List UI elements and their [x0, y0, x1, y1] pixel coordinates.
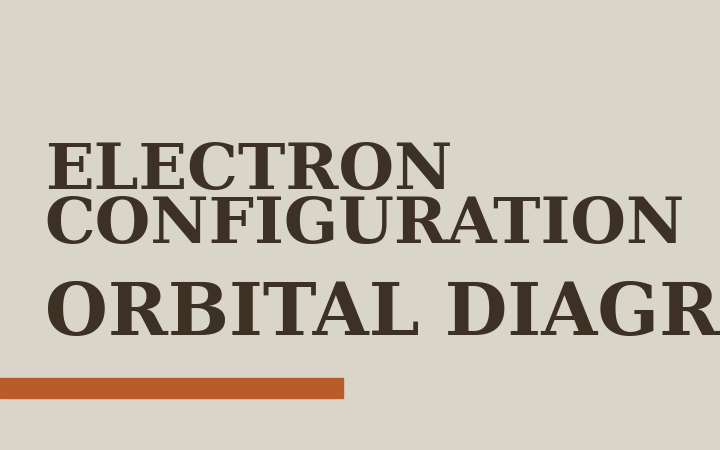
Bar [0, 378, 343, 398]
Text: ORBITAL DIAGRAMS: ORBITAL DIAGRAMS [45, 279, 720, 351]
Text: CONFIGURATION: CONFIGURATION [45, 194, 685, 256]
Text: ELECTRON: ELECTRON [45, 140, 452, 202]
